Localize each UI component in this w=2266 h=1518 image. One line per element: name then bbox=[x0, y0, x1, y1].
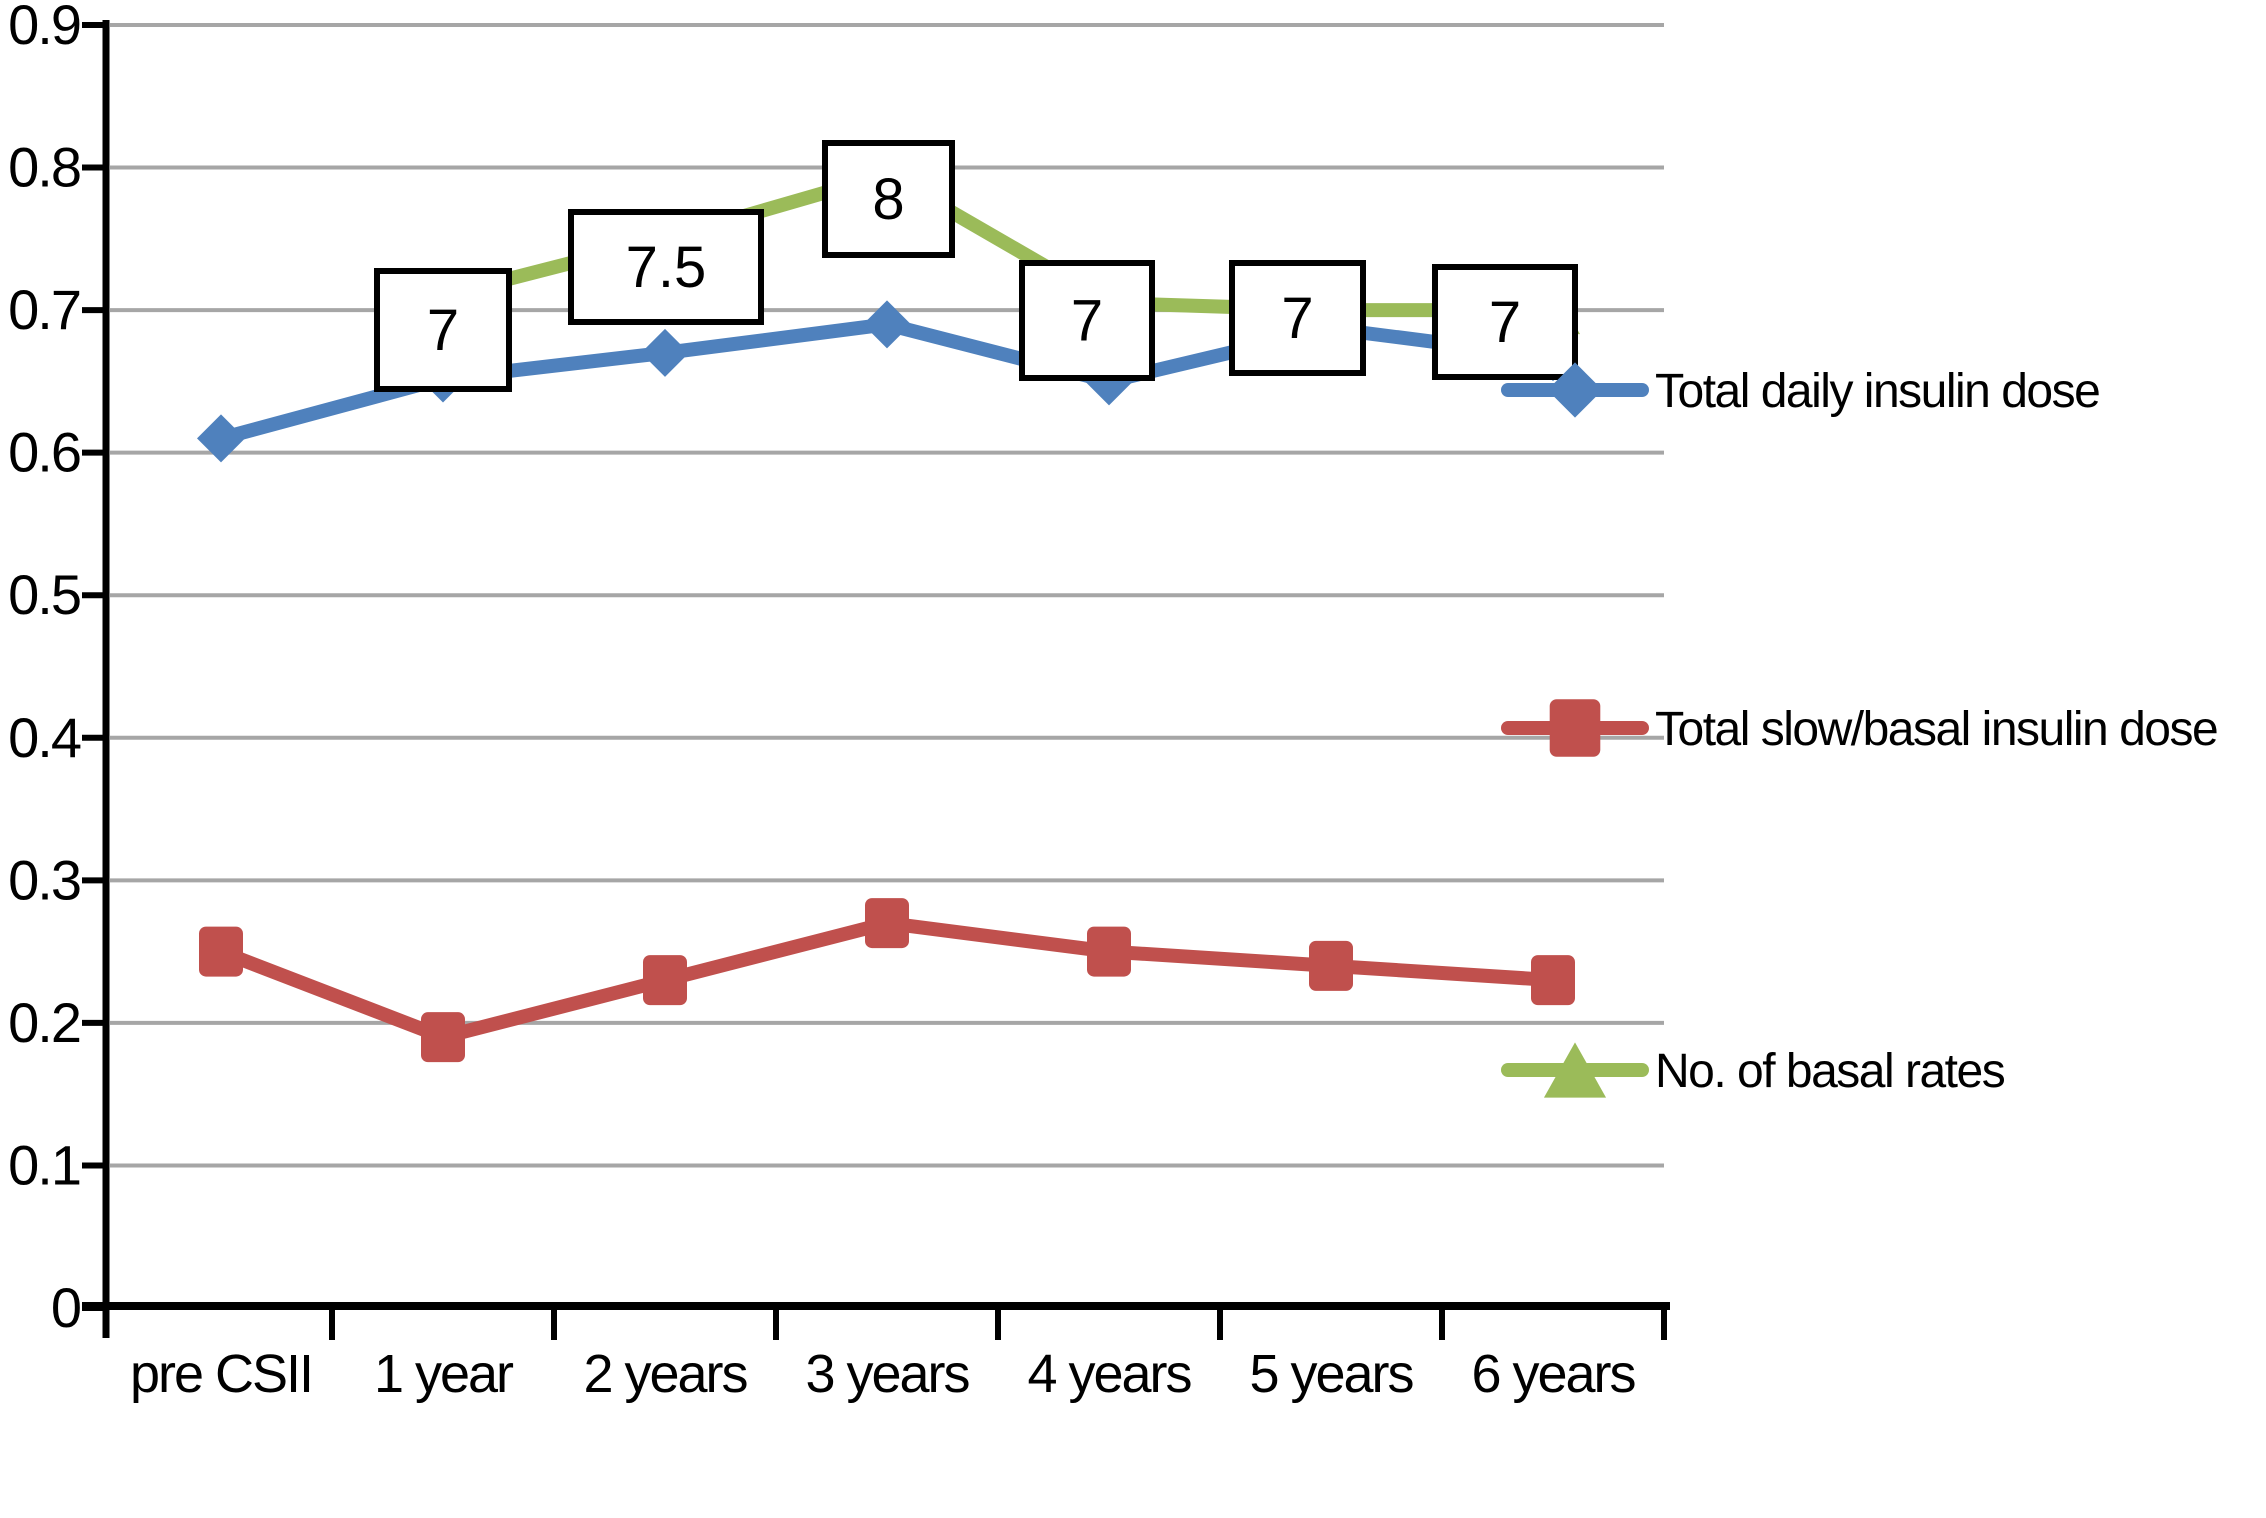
data-label-box-2: 7.5 bbox=[568, 209, 764, 325]
y-tick-label-0.2: 0.2 bbox=[8, 991, 80, 1054]
data-label-value-2: 7.5 bbox=[626, 235, 707, 300]
legend-diamond-marker-icon bbox=[1547, 362, 1603, 418]
data-label-box-rect-6 bbox=[1432, 264, 1578, 380]
legend-square-marker-icon bbox=[1549, 699, 1601, 757]
data-label-value-3: 8 bbox=[872, 167, 904, 232]
y-tick-label-0.3: 0.3 bbox=[8, 848, 80, 911]
y-tick-label-0.6: 0.6 bbox=[8, 421, 80, 484]
data-label-box-5: 7 bbox=[1229, 260, 1366, 376]
x-tick-label-3-years: 3 years bbox=[805, 1344, 969, 1404]
data-label-box-rect-1 bbox=[374, 268, 512, 392]
marker-square-total-slow-basal-insulin-dose-6 bbox=[1531, 955, 1575, 1006]
y-gridlines bbox=[110, 23, 1664, 1168]
y-tick-label-0.1: 0.1 bbox=[8, 1133, 80, 1196]
x-tick-label-6-years: 6 years bbox=[1471, 1344, 1635, 1404]
x-tick-label-4-years: 4 years bbox=[1027, 1344, 1191, 1404]
legend-label-no-of-basal-rates: No. of basal rates bbox=[1655, 1045, 2005, 1098]
marker-diamond-total-daily-insulin-dose-3 bbox=[863, 300, 911, 349]
axes bbox=[82, 20, 1670, 1340]
marker-square-total-slow-basal-insulin-dose-3 bbox=[865, 898, 909, 949]
marker-square-total-slow-basal-insulin-dose-1 bbox=[421, 1012, 465, 1063]
data-label-box-4: 7 bbox=[1019, 260, 1155, 381]
data-label-box-rect-5 bbox=[1229, 260, 1366, 376]
data-label-value-6: 7 bbox=[1489, 290, 1521, 355]
y-tick-label-0.7: 0.7 bbox=[8, 278, 80, 341]
x-tick-label-pre-csii: pre CSII bbox=[130, 1344, 312, 1404]
legend-item-total-slow-basal-insulin-dose: Total slow/basal insulin dose bbox=[1501, 699, 2219, 757]
y-tick-label-0.9: 0.9 bbox=[8, 0, 80, 56]
legend-item-total-daily-insulin-dose: Total daily insulin dose bbox=[1501, 362, 2101, 418]
series-total-slow-basal-insulin-dose bbox=[199, 898, 1575, 1063]
legend-label-total-daily-insulin-dose: Total daily insulin dose bbox=[1655, 365, 2099, 418]
data-label-boxes: 7 7.5 8 7 7 7 bbox=[374, 140, 1578, 392]
marker-square-total-slow-basal-insulin-dose-2 bbox=[643, 955, 687, 1006]
marker-diamond-total-daily-insulin-dose-2 bbox=[641, 328, 689, 377]
data-label-box-rect-3 bbox=[822, 140, 955, 258]
data-label-box-3: 8 bbox=[822, 140, 955, 258]
y-axis-labels: 0 0.1 0.2 0.3 0.4 0.5 0.6 0.7 0.8 0.9 bbox=[8, 0, 83, 1339]
legend-item-no-of-basal-rates: No. of basal rates bbox=[1501, 1042, 2006, 1098]
x-tick-label-2-years: 2 years bbox=[583, 1344, 747, 1404]
marker-square-total-slow-basal-insulin-dose-4 bbox=[1087, 926, 1131, 977]
legend-triangle-marker-icon bbox=[1543, 1042, 1607, 1098]
x-axis-labels: pre CSII 1 year 2 years 3 years 4 years 5 yea… bbox=[130, 1344, 1638, 1404]
data-label-box-rect-4 bbox=[1019, 260, 1155, 381]
marker-diamond-total-daily-insulin-dose-0 bbox=[197, 414, 245, 463]
data-label-value-1: 7 bbox=[427, 298, 459, 363]
y-tick-label-0.5: 0.5 bbox=[8, 563, 80, 626]
marker-square-total-slow-basal-insulin-dose-0 bbox=[199, 926, 243, 977]
data-label-value-5: 7 bbox=[1281, 286, 1313, 351]
x-tick-label-1-year: 1 year bbox=[374, 1344, 514, 1404]
data-label-value-4: 7 bbox=[1071, 289, 1103, 354]
y-tick-label-0.4: 0.4 bbox=[8, 706, 81, 769]
y-tick-label-0.8: 0.8 bbox=[8, 136, 80, 199]
legend-label-total-slow-basal-insulin-dose: Total slow/basal insulin dose bbox=[1655, 703, 2217, 756]
legend: Total daily insulin dose Total slow/basal… bbox=[1501, 362, 2219, 1098]
data-label-box-rect-2 bbox=[568, 209, 764, 325]
data-label-box-1: 7 bbox=[374, 268, 512, 392]
y-tick-label-0: 0 bbox=[51, 1276, 80, 1339]
data-label-box-6: 7 bbox=[1432, 264, 1578, 380]
x-tick-label-5-years: 5 years bbox=[1249, 1344, 1413, 1404]
marker-square-total-slow-basal-insulin-dose-5 bbox=[1309, 940, 1353, 991]
